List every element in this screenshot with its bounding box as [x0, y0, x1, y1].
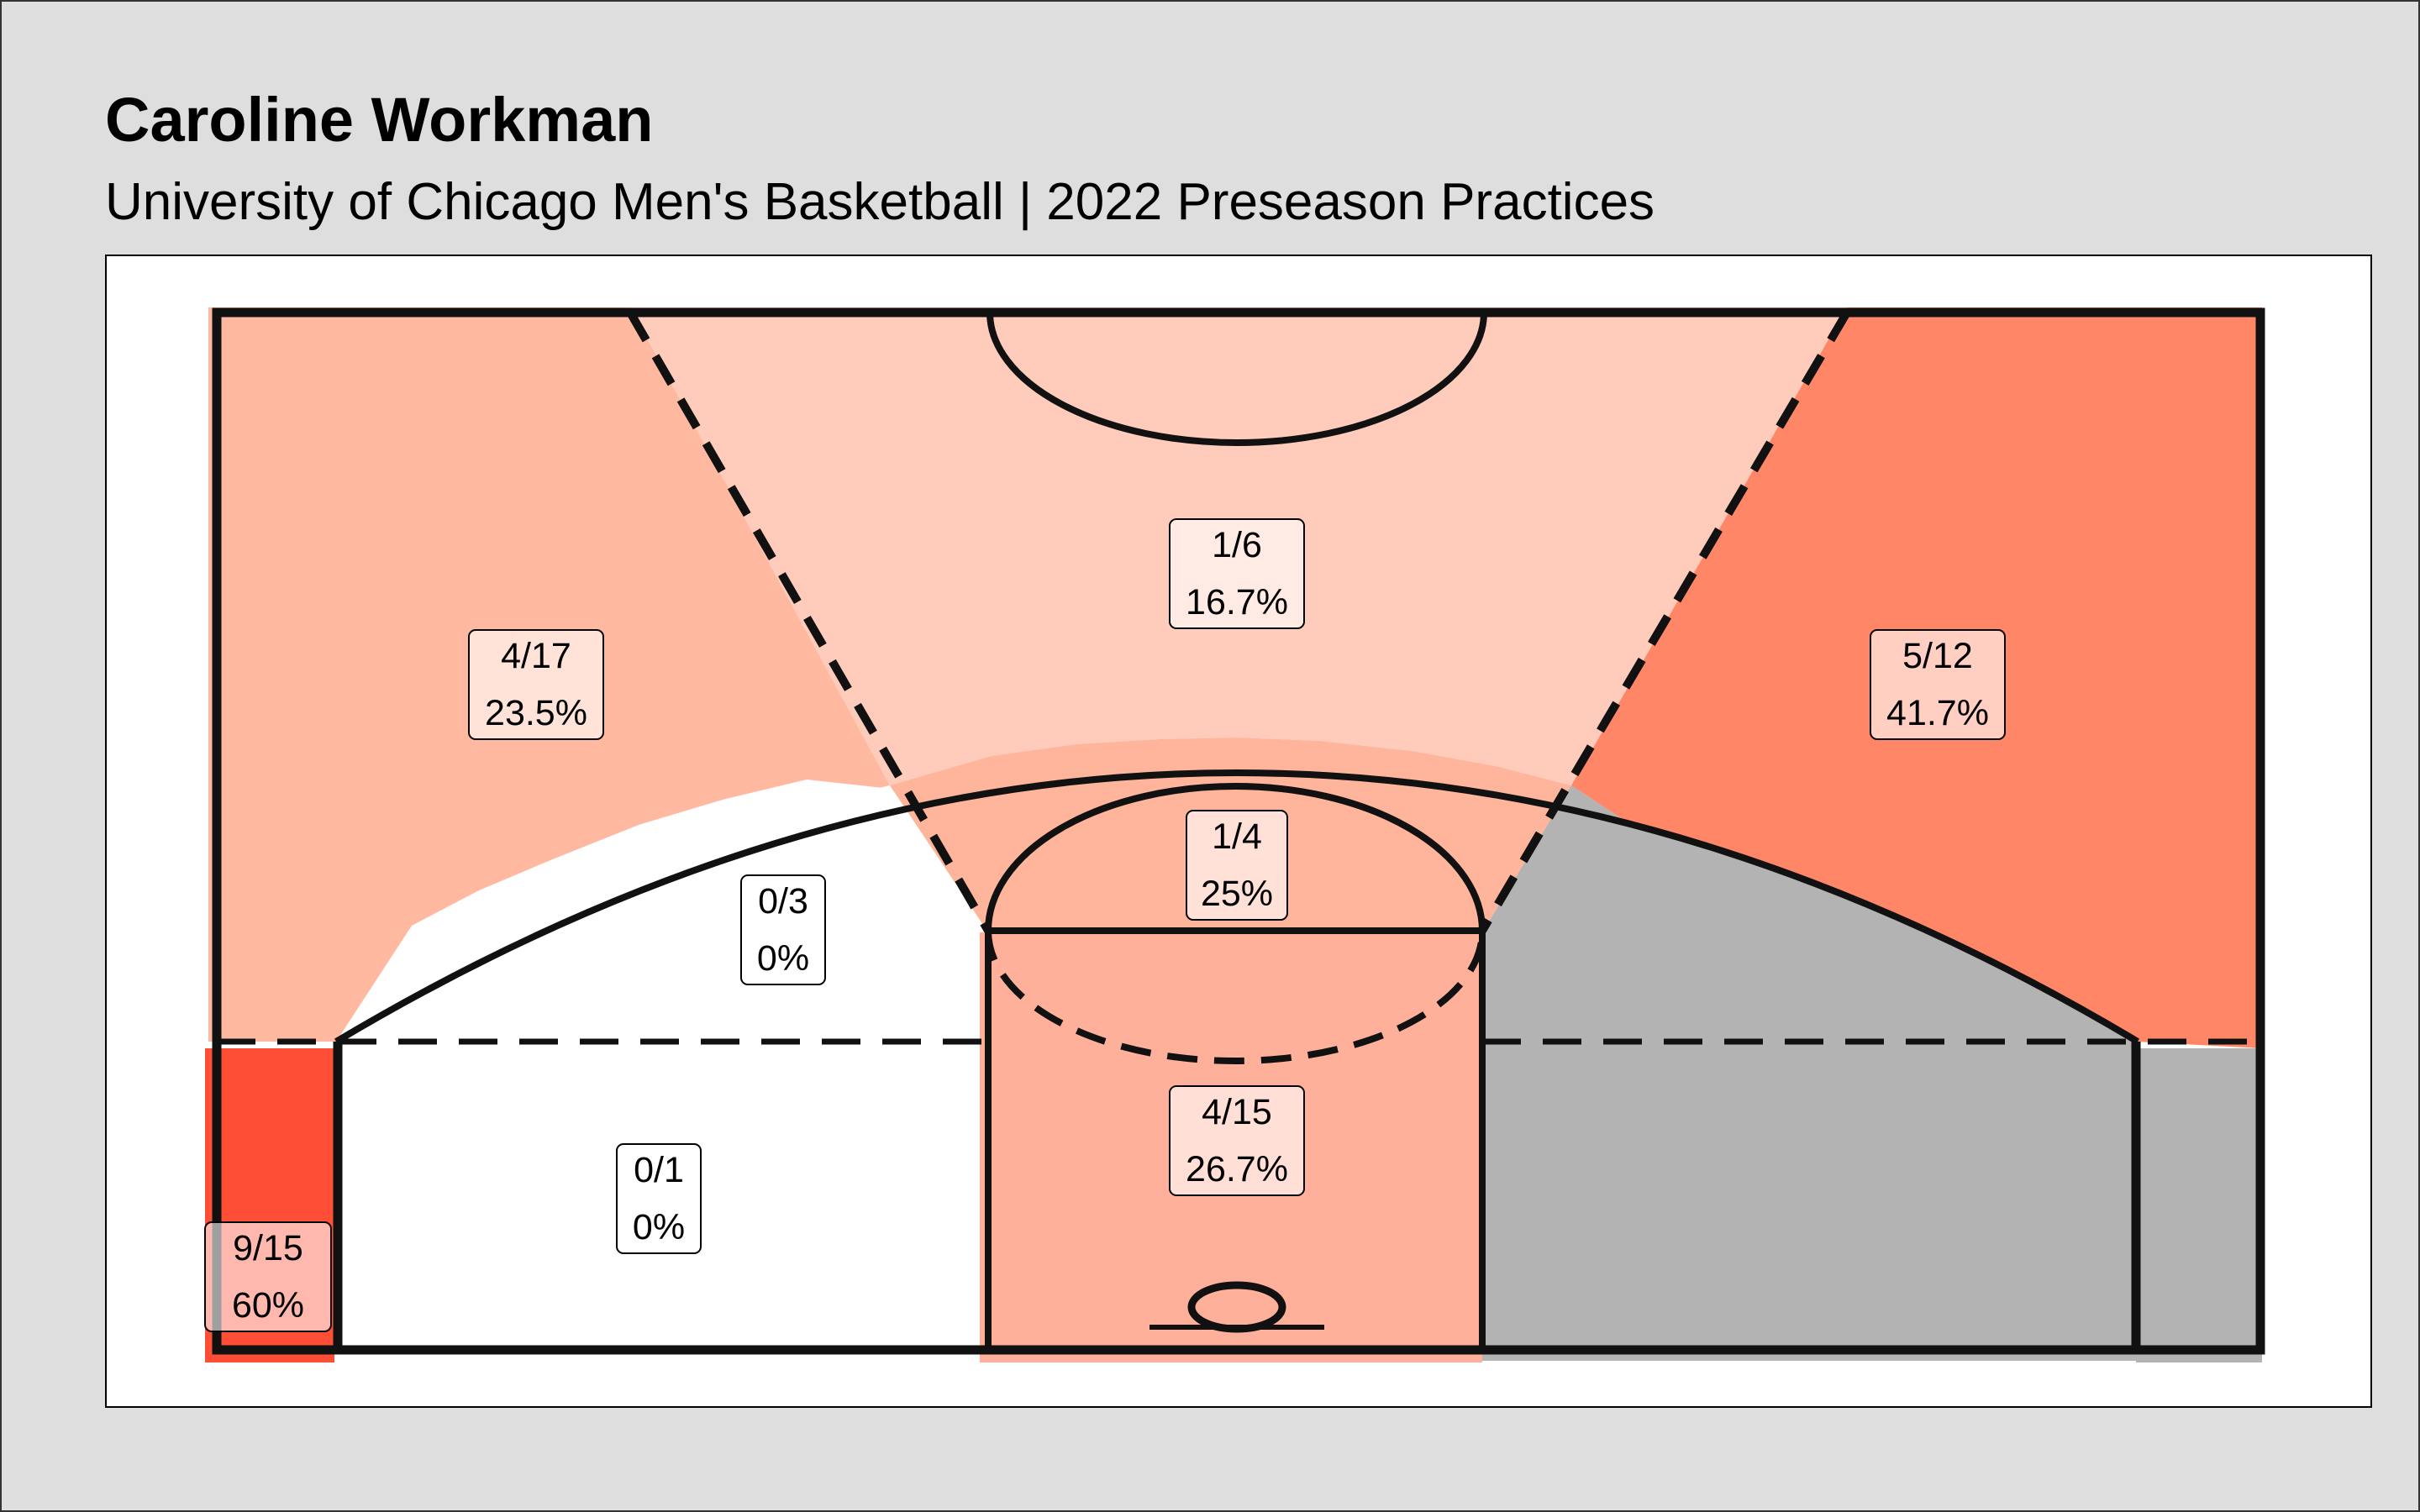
three-point-arc	[334, 769, 2140, 1045]
zone-made-attempts: 1/6	[1212, 525, 1262, 565]
zone-label-free-throw-midrange: 1/425%	[1186, 810, 1288, 921]
zone-labels: 9/1560%4/1723.5%1/616.7%5/1241.7%0/30%1/…	[204, 518, 2006, 1332]
court-lines	[212, 307, 2265, 1355]
zone-label-box	[1169, 518, 1305, 629]
zone-label-box	[616, 1143, 702, 1254]
zone-label-right-wing-three: 5/12 41.7%	[1870, 629, 2006, 740]
zone-percentage: 25%	[1201, 874, 1273, 914]
chart-subtitle: University of Chicago Men's Basketball |…	[105, 173, 1655, 231]
chart-title: Caroline Workman	[105, 85, 654, 155]
zone-label-box	[1169, 1085, 1305, 1196]
zone-label-paint: 4/15 26.7%	[1169, 1085, 1305, 1196]
zone-percentage: 0%	[633, 1207, 685, 1247]
zone-label-box	[1186, 810, 1288, 921]
zone-label-left-baseline-midrange: 0/10%	[616, 1143, 702, 1254]
free-throw-circle-bottom	[985, 930, 1486, 1064]
zone-divider-diagonal-left	[626, 310, 992, 933]
zone-label-left-corner-three: 9/15 60%	[204, 1221, 332, 1332]
zone-label-box	[204, 1221, 332, 1332]
zone-percentage: 0%	[757, 938, 809, 979]
zone-right-corner-three	[2136, 1048, 2262, 1362]
lane	[985, 927, 1486, 1353]
zone-label-left-elbow-midrange: 0/30%	[740, 874, 826, 985]
half-court-circle	[986, 312, 1487, 446]
zone-label-box	[468, 629, 604, 740]
zone-label-left-wing-three: 4/17 23.5%	[468, 629, 604, 740]
zone-percentage: 16.7%	[1186, 582, 1288, 622]
zone-percentage: 23.5%	[485, 693, 587, 733]
zone-made-attempts: 1/4	[1212, 816, 1262, 857]
zone-made-attempts: 5/12	[1902, 636, 1973, 676]
zone-made-attempts: 4/15	[1202, 1092, 1272, 1132]
zone-made-attempts: 0/3	[758, 881, 808, 921]
zone-label-box	[1870, 629, 2006, 740]
zone-percentage: 26.7%	[1186, 1149, 1288, 1189]
zone-made-attempts: 9/15	[233, 1228, 303, 1268]
zone-percentage: 60%	[232, 1285, 304, 1326]
free-throw-circle-top	[985, 783, 1486, 932]
zone-made-attempts: 4/17	[501, 636, 571, 676]
zone-label-box	[740, 874, 826, 985]
zone-made-attempts: 0/1	[634, 1150, 684, 1190]
zone-percentage: 41.7%	[1886, 693, 1989, 733]
zone-label-top-of-key-three: 1/6 16.7%	[1169, 518, 1305, 629]
zone-divider-diagonal-right	[1478, 310, 1851, 933]
zone-right-midrange	[1482, 785, 2136, 1361]
